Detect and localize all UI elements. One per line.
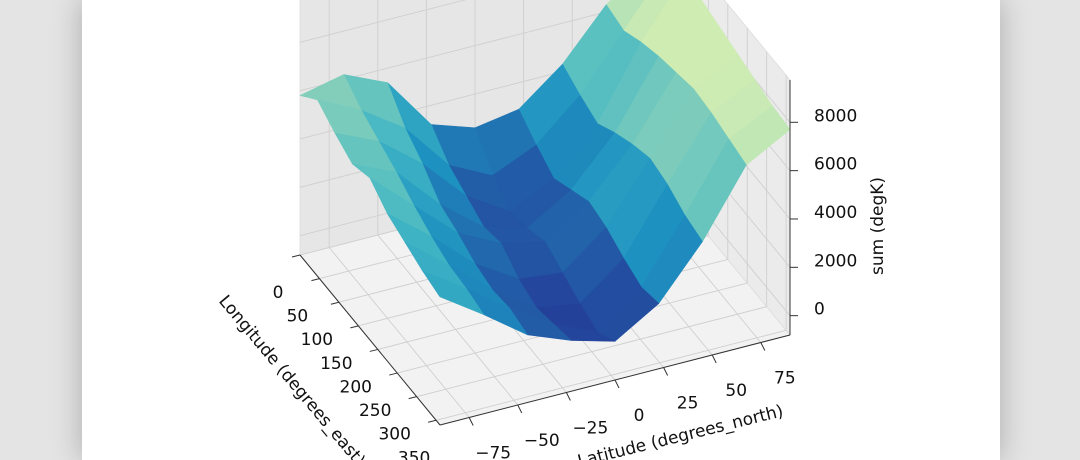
grid-line — [377, 234, 519, 406]
x-tick-mark — [408, 396, 417, 400]
y-tick-mark — [565, 392, 571, 401]
grid-line — [299, 0, 651, 92]
y-tick-mark — [614, 379, 620, 389]
x-tick-label: 100 — [301, 330, 333, 350]
x-tick-label: 350 — [398, 448, 430, 460]
y-tick-label: −25 — [572, 419, 608, 439]
y-tick-mark — [517, 404, 523, 414]
z-tick-label: 4000 — [814, 203, 857, 223]
x-tick-label: 150 — [320, 354, 352, 374]
x-tick-label: 50 — [287, 307, 309, 327]
y-tick-label: −75 — [475, 444, 511, 460]
x-tick-mark — [369, 348, 378, 352]
z-axis-label: sum (degK) — [868, 177, 888, 275]
x-tick-label: 300 — [378, 425, 410, 445]
surface-cell — [422, 270, 485, 315]
grid-line — [328, 247, 470, 418]
y-tick-label: 25 — [677, 394, 699, 414]
y-tick-label: 50 — [725, 381, 747, 401]
y-tick-mark — [711, 354, 717, 364]
z-tick-label: 6000 — [814, 155, 857, 175]
grid-line — [299, 0, 467, 43]
x-tick-mark — [427, 419, 437, 423]
x-tick-mark — [389, 372, 398, 376]
z-tick-label: 0 — [814, 300, 825, 320]
x-tick-mark — [291, 254, 301, 258]
y-tick-label: 0 — [634, 406, 645, 426]
z-tick-label: 2000 — [814, 251, 857, 271]
x-tick-mark — [350, 325, 359, 329]
y-axis-line — [439, 334, 791, 426]
y-tick-label: −50 — [524, 431, 560, 451]
x-axis-line — [299, 254, 441, 426]
x-tick-mark — [311, 278, 320, 282]
y-tick-label: 75 — [774, 369, 796, 389]
y-tick-mark — [663, 367, 669, 376]
x-tick-mark — [330, 301, 340, 305]
x-tick-label: 250 — [359, 401, 391, 421]
x-tick-label: 0 — [273, 283, 284, 303]
z-tick-label: 8000 — [814, 106, 857, 126]
x-tick-label: 200 — [340, 377, 372, 397]
y-tick-mark — [760, 342, 766, 351]
y-tick-mark — [468, 417, 474, 426]
surface — [299, 0, 791, 342]
